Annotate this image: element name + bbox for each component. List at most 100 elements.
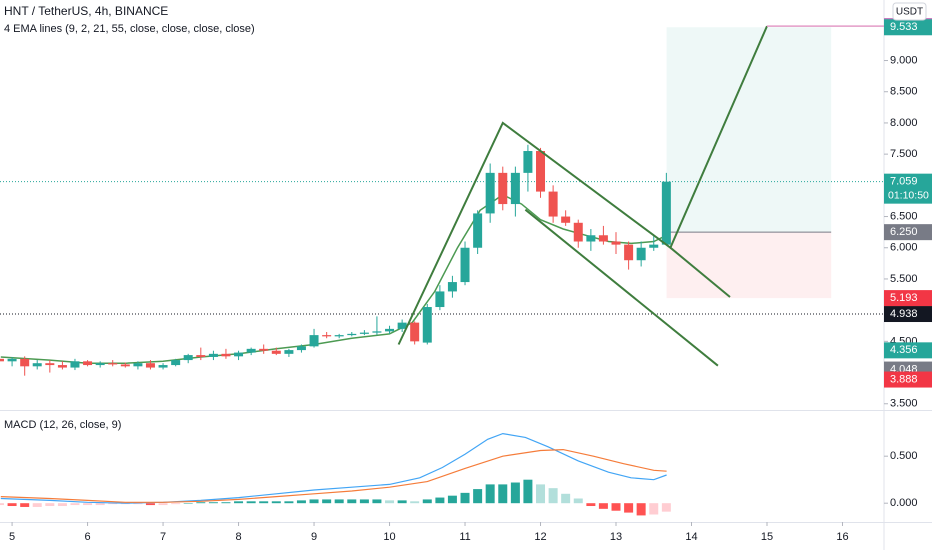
currency-button[interactable] xyxy=(892,2,927,21)
histogram-bar xyxy=(70,503,80,506)
histogram-bar xyxy=(485,484,495,504)
candle-body xyxy=(422,307,432,343)
histogram-bar xyxy=(234,501,244,504)
histogram-bar xyxy=(649,503,659,515)
candle-body xyxy=(598,235,608,242)
histogram-bar xyxy=(196,502,206,504)
y-tick-label: 6.000 xyxy=(890,242,918,254)
candle-body xyxy=(158,365,168,368)
histogram-bar xyxy=(498,484,508,504)
histogram-bar xyxy=(221,502,231,504)
candle-body xyxy=(536,151,546,192)
y-tick-label: 8.000 xyxy=(890,117,918,129)
histogram-bar xyxy=(45,503,55,507)
symbol-title: HNT / TetherUS, 4h, BINANCE xyxy=(4,4,168,18)
candle-body xyxy=(57,365,67,368)
candle-body xyxy=(183,355,193,361)
histogram-bar xyxy=(208,502,218,504)
pattern-line xyxy=(397,25,768,345)
price-label: 6.250 xyxy=(890,226,918,238)
histogram-bar xyxy=(57,503,67,507)
candle-body xyxy=(624,244,634,261)
histogram-bar xyxy=(435,497,445,504)
histogram-bar xyxy=(586,503,596,507)
candle-body xyxy=(410,322,420,342)
histogram-bar xyxy=(309,499,319,504)
histogram-bar xyxy=(95,503,105,506)
candle-body xyxy=(510,172,520,205)
y-tick-label: 0.000 xyxy=(890,497,918,509)
histogram-bar xyxy=(661,503,671,512)
y-tick-label: 0.500 xyxy=(890,450,918,462)
price-label: 4.938 xyxy=(890,308,918,320)
candle-body xyxy=(385,328,395,332)
candle-body xyxy=(271,350,281,354)
candle-body xyxy=(649,244,659,248)
histogram-bar xyxy=(473,489,483,504)
histogram-bar xyxy=(171,503,181,505)
candle-body xyxy=(259,348,269,351)
price-label: 3.888 xyxy=(890,373,918,385)
histogram-bar xyxy=(510,482,520,504)
price-label-box xyxy=(884,306,932,323)
histogram-bar xyxy=(422,499,432,504)
candle-body xyxy=(611,241,621,245)
x-tick-label: 8 xyxy=(235,531,241,543)
histogram-bar xyxy=(460,492,470,504)
x-tick-label: 7 xyxy=(160,531,166,543)
histogram-bar xyxy=(523,479,533,504)
x-tick-label: 10 xyxy=(383,531,395,543)
histogram-bar xyxy=(447,495,457,504)
ema-legend: 4 EMA lines (9, 2, 21, 55, close, close,… xyxy=(4,23,255,35)
histogram-bar xyxy=(636,503,646,516)
x-tick-label: 13 xyxy=(610,531,622,543)
price-label-box xyxy=(884,224,932,241)
histogram-bar xyxy=(347,499,357,504)
histogram-bar xyxy=(83,503,93,506)
histogram-bar xyxy=(158,503,168,506)
candle-body xyxy=(246,348,256,353)
candle-body xyxy=(296,346,306,351)
candle-body xyxy=(347,333,357,336)
candle-body xyxy=(523,151,533,173)
channel-line xyxy=(524,208,719,367)
candle-body xyxy=(108,363,118,365)
signal-line xyxy=(0,448,667,503)
candle-body xyxy=(460,247,470,283)
candle-body xyxy=(661,181,671,245)
x-tick-label: 5 xyxy=(9,531,15,543)
histogram-bar xyxy=(145,503,155,506)
histogram-bar xyxy=(536,484,546,504)
candle-body xyxy=(397,322,407,329)
candle-body xyxy=(196,355,206,357)
histogram-bar xyxy=(32,503,42,507)
candle-body xyxy=(70,361,80,368)
y-tick-label: 9.000 xyxy=(890,54,918,66)
histogram-bar xyxy=(334,499,344,504)
y-tick-label: 6.500 xyxy=(890,210,918,222)
histogram-bar xyxy=(372,499,382,504)
candle-body xyxy=(485,172,495,214)
macd-legend: MACD (12, 26, close, 9) xyxy=(4,419,121,431)
currency-label[interactable]: USDT xyxy=(896,7,923,18)
x-tick-label: 11 xyxy=(459,531,470,543)
candle-body xyxy=(45,363,55,366)
price-label-box xyxy=(884,342,932,359)
histogram-bar xyxy=(611,503,621,511)
histogram-bar xyxy=(397,500,407,504)
candle-body xyxy=(548,191,558,217)
candle-body xyxy=(359,332,369,334)
candle-body xyxy=(636,247,646,261)
y-tick-label: 3.500 xyxy=(890,398,918,410)
candle-body xyxy=(322,335,332,337)
histogram-bar xyxy=(271,501,281,504)
candle-body xyxy=(32,363,42,367)
candle-body xyxy=(498,172,508,205)
candle-body xyxy=(334,335,344,337)
x-tick-label: 6 xyxy=(85,531,91,543)
histogram-bar xyxy=(598,503,608,509)
y-tick-label: 8.500 xyxy=(890,86,918,98)
price-label: 5.193 xyxy=(890,292,918,304)
x-tick-label: 9 xyxy=(311,531,317,543)
